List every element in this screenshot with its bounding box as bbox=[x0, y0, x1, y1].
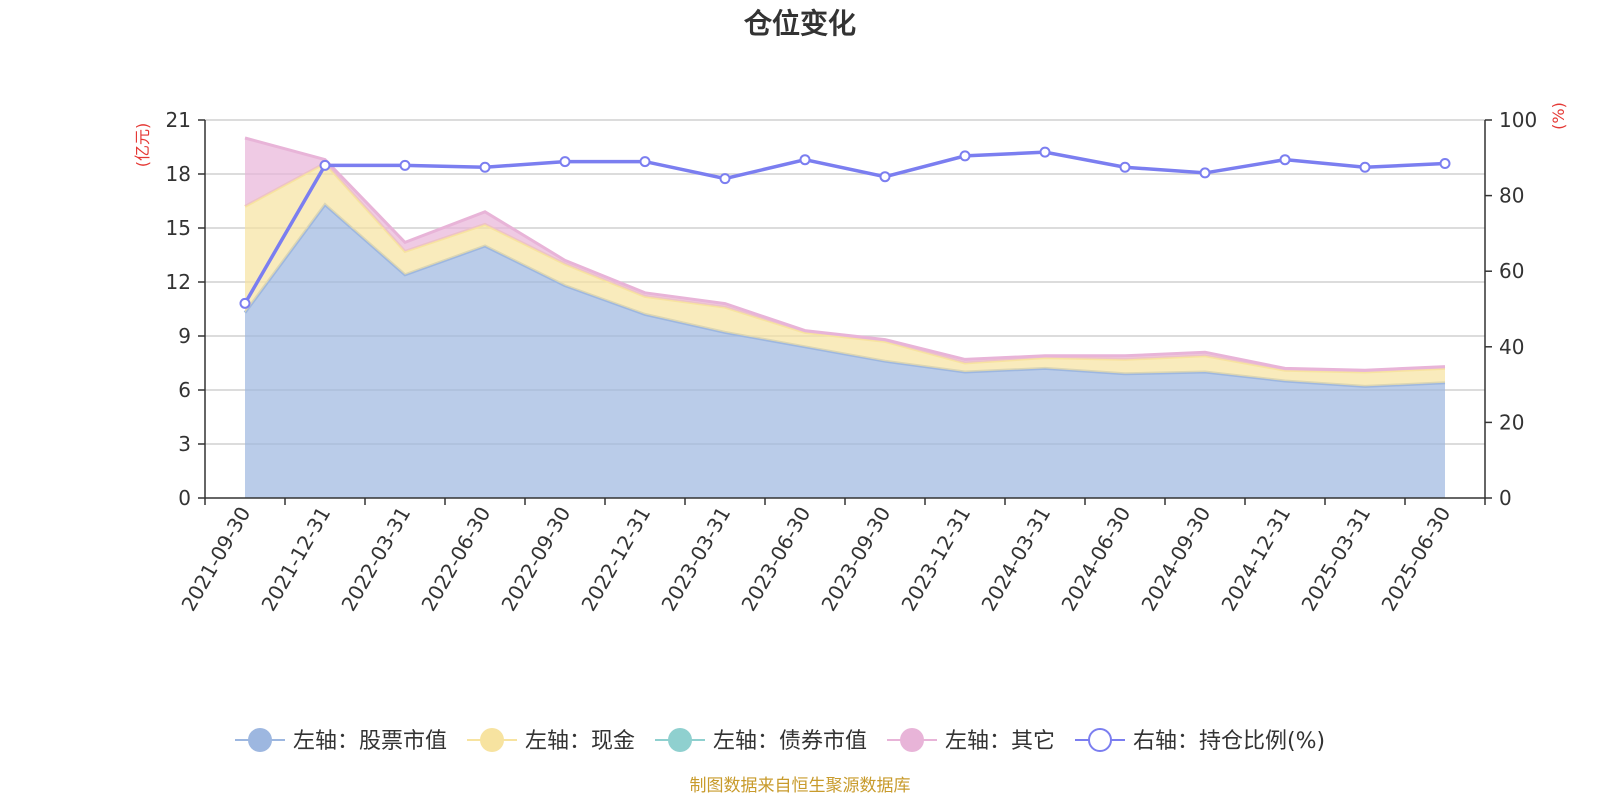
ratio-point bbox=[959, 150, 971, 162]
ratio-point bbox=[639, 156, 651, 168]
area-左轴：股票市值 bbox=[245, 204, 1445, 498]
left-tick-label: 0 bbox=[178, 486, 191, 510]
ratio-point bbox=[799, 154, 811, 166]
legend: 左轴：股票市值 左轴：现金 左轴：债券市值 左轴：其它 右轴：持仓比例(%) bbox=[235, 728, 1325, 754]
right-tick-label: 80 bbox=[1499, 184, 1524, 208]
ratio-point bbox=[1039, 146, 1051, 158]
x-tick-label: 2022-03-31 bbox=[336, 503, 415, 616]
legend-label: 左轴：现金 bbox=[525, 729, 635, 754]
right-tick-label: 0 bbox=[1499, 486, 1512, 510]
x-tick-label: 2023-06-30 bbox=[736, 503, 815, 616]
left-axis-unit: (亿元) bbox=[133, 123, 152, 168]
right-axis-unit: (%) bbox=[1549, 102, 1568, 130]
x-tick-label: 2022-06-30 bbox=[416, 503, 495, 616]
chart-title: 仓位变化 bbox=[744, 7, 856, 40]
left-tick-label: 18 bbox=[166, 162, 191, 186]
source-note: 制图数据来自恒生聚源数据库 bbox=[690, 776, 911, 796]
left-tick-label: 12 bbox=[166, 270, 191, 294]
legend-item: 左轴：现金 bbox=[467, 728, 635, 754]
ratio-point bbox=[1359, 161, 1371, 173]
right-tick-label: 40 bbox=[1499, 335, 1524, 359]
left-tick-label: 3 bbox=[178, 432, 191, 456]
legend-marker bbox=[248, 728, 272, 752]
x-tick-label: 2024-09-30 bbox=[1136, 503, 1215, 616]
legend-item: 左轴：股票市值 bbox=[235, 728, 447, 754]
x-tick-label: 2023-12-31 bbox=[896, 503, 975, 616]
legend-marker bbox=[1088, 728, 1112, 752]
legend-item: 左轴：债券市值 bbox=[655, 728, 867, 754]
right-tick-label: 20 bbox=[1499, 410, 1524, 434]
x-tick-label: 2024-06-30 bbox=[1056, 503, 1135, 616]
area-edge-左轴：其它 bbox=[244, 136, 1446, 372]
x-tick-label: 2023-09-30 bbox=[816, 503, 895, 616]
ratio-point bbox=[1279, 154, 1291, 166]
x-tick-label: 2023-03-31 bbox=[656, 503, 735, 616]
left-tick-label: 21 bbox=[166, 108, 191, 132]
legend-marker bbox=[480, 728, 504, 752]
left-tick-label: 6 bbox=[178, 378, 191, 402]
ratio-point bbox=[1199, 167, 1211, 179]
x-tick-label: 2025-06-30 bbox=[1376, 503, 1455, 616]
x-tick-label: 2021-09-30 bbox=[176, 503, 255, 616]
ratio-point bbox=[399, 159, 411, 171]
ratio-point bbox=[719, 173, 731, 185]
x-tick-label: 2025-03-31 bbox=[1296, 503, 1375, 616]
ratio-point bbox=[879, 171, 891, 183]
ratio-line bbox=[239, 146, 1451, 309]
legend-item: 左轴：其它 bbox=[887, 728, 1055, 754]
legend-label: 左轴：其它 bbox=[945, 729, 1055, 754]
legend-label: 右轴：持仓比例(%) bbox=[1133, 729, 1325, 754]
ratio-polyline bbox=[243, 150, 1446, 305]
ratio-point bbox=[1119, 161, 1131, 173]
left-tick-label: 15 bbox=[166, 216, 191, 240]
ratio-point bbox=[1439, 157, 1451, 169]
x-tick-label: 2021-12-31 bbox=[256, 503, 335, 616]
legend-marker bbox=[900, 728, 924, 752]
right-tick-label: 60 bbox=[1499, 259, 1524, 283]
ratio-point bbox=[479, 161, 491, 173]
x-tick-label: 2022-09-30 bbox=[496, 503, 575, 616]
x-tick-label: 2024-03-31 bbox=[976, 503, 1055, 616]
legend-label: 左轴：股票市值 bbox=[293, 729, 447, 754]
legend-marker bbox=[668, 728, 692, 752]
ratio-point bbox=[239, 297, 251, 309]
x-tick-label: 2024-12-31 bbox=[1216, 503, 1295, 616]
legend-item: 右轴：持仓比例(%) bbox=[1075, 728, 1325, 754]
right-tick-label: 100 bbox=[1499, 108, 1537, 132]
area-左轴：现金 bbox=[245, 163, 1445, 387]
legend-label: 左轴：债券市值 bbox=[713, 729, 867, 754]
left-tick-label: 9 bbox=[178, 324, 191, 348]
stacked-areas bbox=[243, 136, 1446, 498]
ratio-point bbox=[319, 159, 331, 171]
ratio-point bbox=[559, 156, 571, 168]
x-tick-label: 2022-12-31 bbox=[576, 503, 655, 616]
